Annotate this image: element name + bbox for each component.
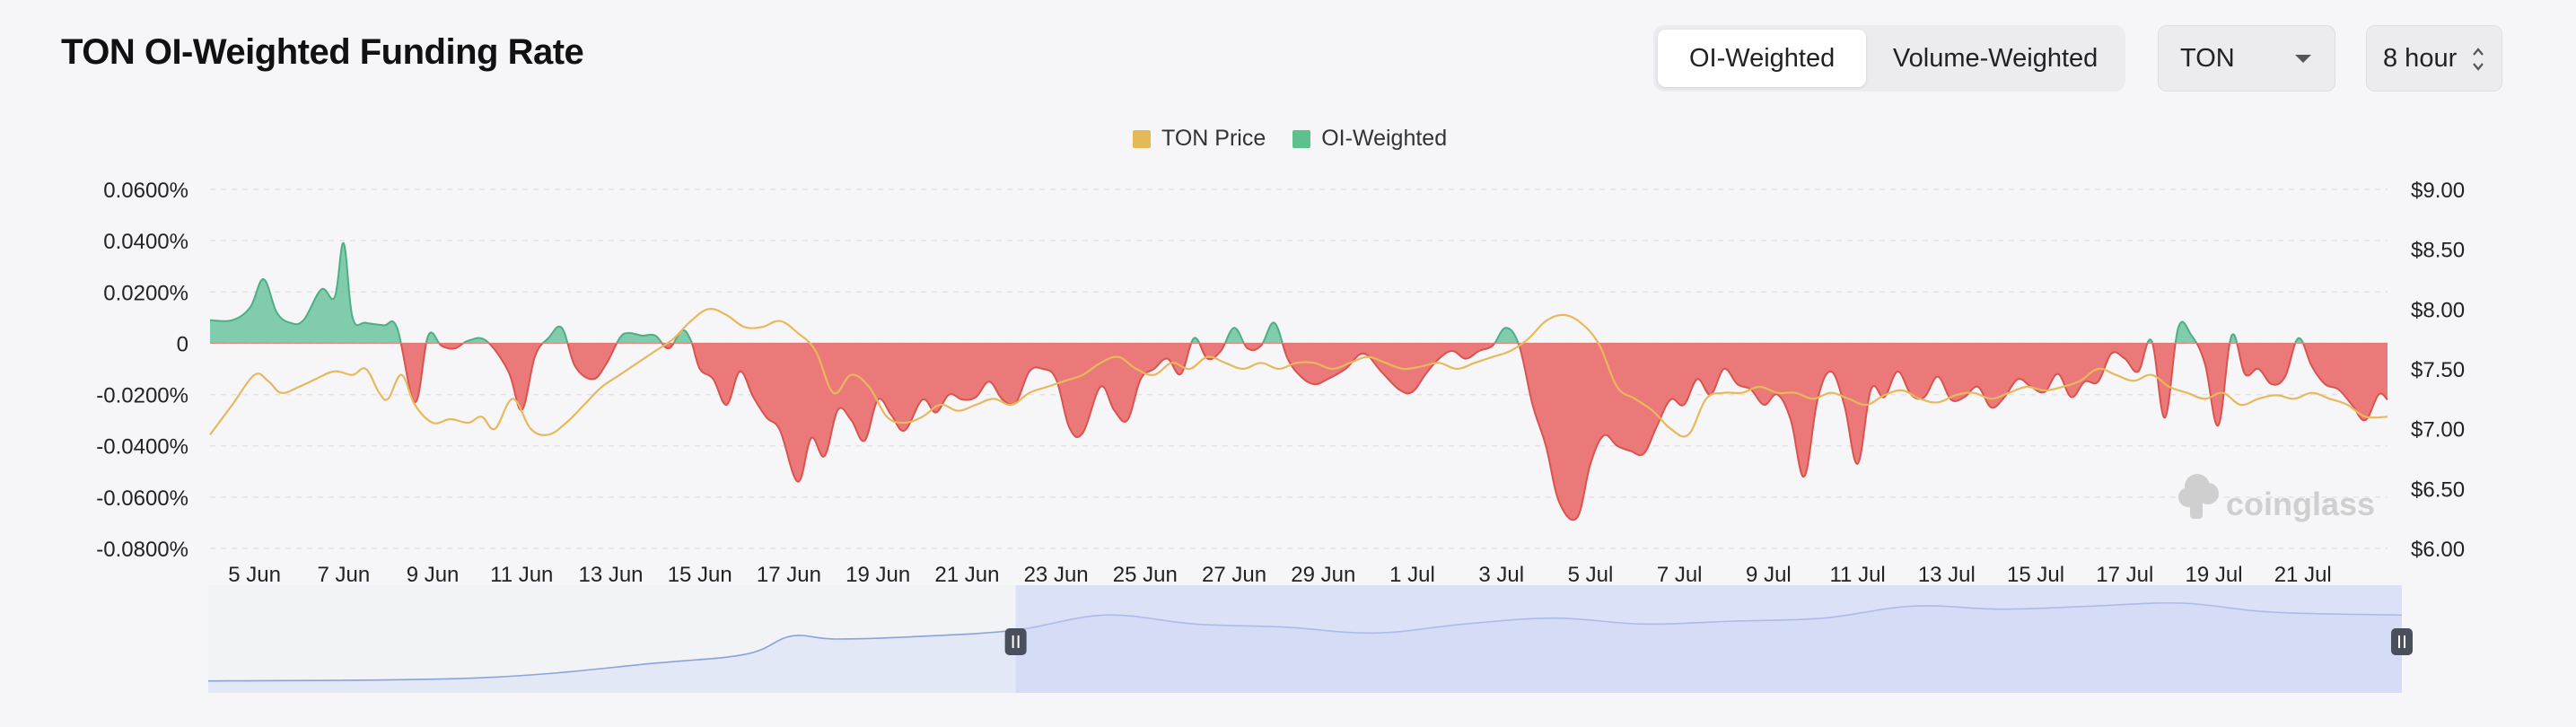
funding-positive-area xyxy=(210,242,2388,344)
y-left-tick-label: -0.0400% xyxy=(96,435,188,460)
range-navigator xyxy=(207,585,2413,693)
x-tick-label: 9 Jun xyxy=(407,563,460,587)
interval-select[interactable]: 8 hour xyxy=(2366,25,2502,92)
handle-body xyxy=(1004,628,1027,655)
price-line xyxy=(209,307,2388,438)
x-tick-label: 23 Jun xyxy=(1024,563,1089,587)
navigator-left-handle[interactable] xyxy=(1004,628,1027,655)
funding-negative-area-group xyxy=(399,343,2388,521)
funding-negative-line xyxy=(399,343,2388,521)
y-left-tick-label: 0.0200% xyxy=(103,281,188,305)
chevron-down-icon xyxy=(2295,55,2311,63)
y-right-tick-label: $6.50 xyxy=(2411,477,2465,502)
funding-positive-line xyxy=(209,241,2305,344)
x-tick-label: 11 Jun xyxy=(490,563,553,587)
x-tick-label: 19 Jun xyxy=(846,563,910,587)
navigator-right-handle[interactable] xyxy=(2391,628,2413,655)
y-left-tick-label: -0.0200% xyxy=(96,384,188,408)
interval-select-value: 8 hour xyxy=(2383,43,2458,73)
y-right-tick-label: $7.00 xyxy=(2411,418,2465,442)
y-right-tick-label: $6.00 xyxy=(2411,538,2465,562)
page-title: TON OI-Weighted Funding Rate xyxy=(61,32,584,72)
y-axis-left: 0.0600% 0.0400% 0.0200% 0 -0.0200% -0.0400% -0… xyxy=(96,179,188,562)
x-tick-label: 13 Jun xyxy=(578,563,643,587)
y-left-tick-label: 0.0400% xyxy=(103,230,188,254)
x-tick-label: 5 Jul xyxy=(1568,563,1614,587)
symbol-select[interactable]: TON xyxy=(2158,25,2335,92)
grid-lines xyxy=(210,188,2388,549)
x-tick-label: 15 Jul xyxy=(2007,563,2064,587)
handle-body xyxy=(2391,628,2413,655)
x-tick-label: 21 Jun xyxy=(934,563,999,587)
x-tick-label: 5 Jun xyxy=(228,563,281,587)
y-right-tick-label: $9.00 xyxy=(2411,179,2465,203)
symbol-select-value: TON xyxy=(2180,43,2235,73)
funding-positive-area-group xyxy=(209,241,2388,344)
legend-label-funding: OI-Weighted xyxy=(1321,126,1448,151)
y-left-tick-label: 0.0600% xyxy=(103,179,188,203)
x-tick-label: 11 Jul xyxy=(1829,563,1885,587)
legend-item-funding[interactable]: OI-Weighted xyxy=(1292,126,1447,152)
y-left-tick-label: -0.0800% xyxy=(96,538,188,562)
y-left-tick-label: 0 xyxy=(177,332,188,356)
y-right-tick-label: $8.00 xyxy=(2411,298,2465,322)
x-tick-label: 17 Jul xyxy=(2096,563,2153,587)
x-tick-label: 25 Jun xyxy=(1113,563,1178,587)
legend-swatch-funding xyxy=(1292,129,1311,148)
x-tick-label: 7 Jul xyxy=(1657,563,1703,587)
x-tick-label: 19 Jul xyxy=(2185,563,2242,587)
legend-swatch-price xyxy=(1133,129,1151,148)
x-tick-label: 21 Jul xyxy=(2274,563,2332,587)
legend-label-price: TON Price xyxy=(1161,126,1266,151)
x-tick-label: 13 Jul xyxy=(1918,563,1976,587)
chart-legend: TON Price OI-Weighted xyxy=(1133,126,1447,152)
y-right-tick-label: $8.50 xyxy=(2411,239,2465,263)
x-tick-label: 3 Jul xyxy=(1478,563,1524,587)
x-tick-label: 27 Jun xyxy=(1202,563,1266,587)
watermark-text: coinglass xyxy=(2226,486,2375,522)
x-tick-label: 15 Jun xyxy=(668,563,732,587)
y-left-tick-label: -0.0600% xyxy=(96,486,188,511)
oi-weighted-tab[interactable]: OI-Weighted xyxy=(1658,30,1867,87)
x-axis: 5 Jun 7 Jun 9 Jun 11 Jun 13 Jun 15 Jun 17 Jun 1… xyxy=(228,563,2332,587)
x-tick-label: 9 Jul xyxy=(1746,563,1792,587)
y-axis-right: $9.00 $8.50 $8.00 $7.50 $7.00 $6.50 $6.00 xyxy=(2411,179,2465,562)
up-down-chevron-icon xyxy=(2473,48,2484,71)
funding-negative-area xyxy=(400,343,2388,521)
navigator-selection xyxy=(1015,585,2402,693)
x-tick-label: 17 Jun xyxy=(757,563,821,587)
y-right-tick-label: $7.50 xyxy=(2411,358,2465,382)
coinglass-watermark: coinglass xyxy=(2178,474,2375,522)
x-tick-label: 29 Jun xyxy=(1291,563,1355,587)
weighting-toggle: OI-Weighted Volume-Weighted xyxy=(1653,25,2125,92)
x-tick-label: 1 Jul xyxy=(1389,563,1435,587)
x-tick-label: 7 Jun xyxy=(317,563,370,587)
volume-weighted-tab[interactable]: Volume-Weighted xyxy=(1892,43,2098,73)
legend-item-price[interactable]: TON Price xyxy=(1133,126,1266,152)
